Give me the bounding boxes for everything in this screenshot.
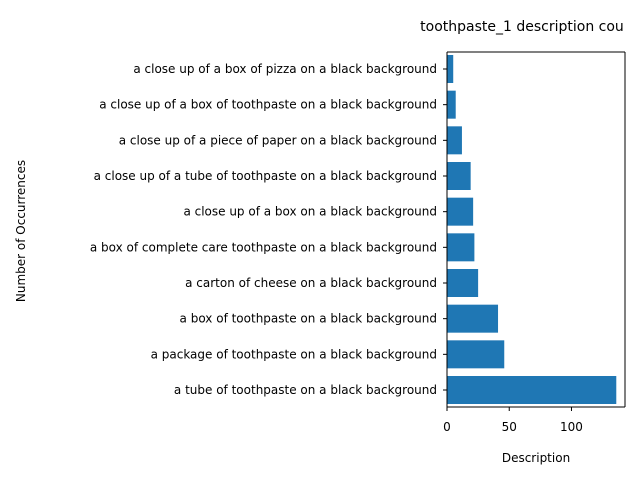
bar (447, 55, 454, 83)
y-tick-label: a close up of a box of pizza on a black … (133, 62, 437, 76)
x-tick-label: 50 (502, 420, 517, 434)
chart-title: toothpaste_1 description cou (420, 19, 624, 35)
bar (447, 340, 505, 369)
bar (447, 126, 462, 155)
x-axis-label: Description (502, 451, 570, 465)
y-tick-label: a box of toothpaste on a black backgroun… (180, 312, 437, 326)
bar (447, 376, 617, 404)
bar (447, 233, 475, 262)
y-tick-label: a box of complete care toothpaste on a b… (90, 240, 437, 254)
bar (447, 269, 479, 297)
bar (447, 162, 471, 190)
y-tick-label: a close up of a box on a black backgroun… (183, 205, 437, 219)
bars-layer (447, 55, 617, 404)
y-tick-label: a close up of a box of toothpaste on a b… (99, 98, 437, 112)
y-axis-ticks: a tube of toothpaste on a black backgrou… (90, 62, 447, 397)
x-tick-label: 0 (443, 420, 451, 434)
y-axis-label: Number of Occurrences (14, 160, 28, 302)
y-tick-label: a package of toothpaste on a black backg… (151, 347, 437, 361)
x-axis-ticks: 0 50 100 (443, 407, 583, 434)
y-tick-label: a tube of toothpaste on a black backgrou… (174, 383, 437, 397)
bar (447, 304, 499, 333)
axes-frame (446, 51, 626, 408)
y-tick-label: a carton of cheese on a black background (185, 276, 437, 290)
x-tick-label: 100 (560, 420, 583, 434)
bar (447, 197, 474, 226)
y-tick-label: a close up of a piece of paper on a blac… (119, 133, 437, 147)
y-tick-label: a close up of a tube of toothpaste on a … (94, 169, 437, 183)
bar (447, 90, 456, 119)
